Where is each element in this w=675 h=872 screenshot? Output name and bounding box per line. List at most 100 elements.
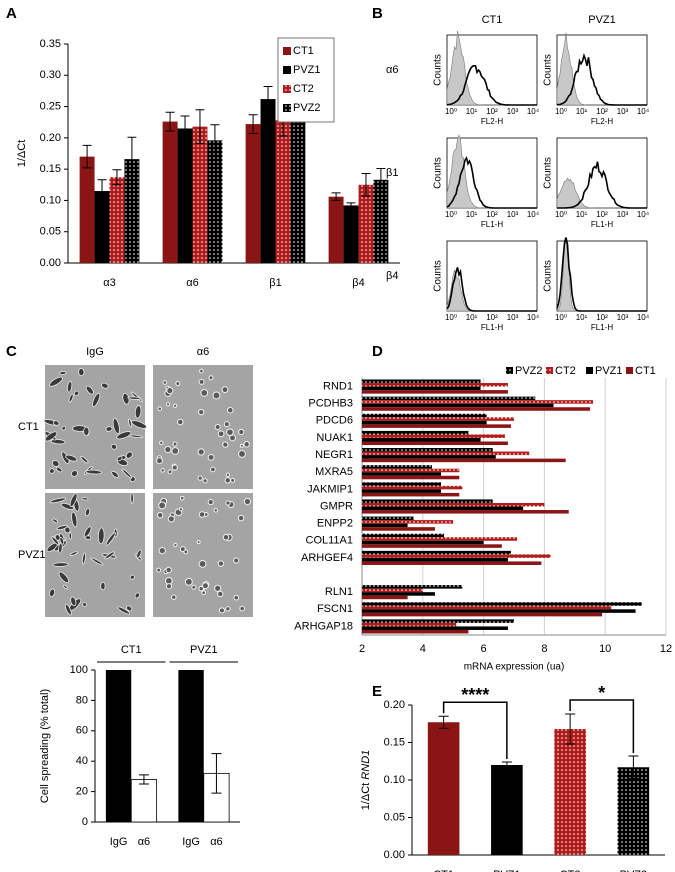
cell — [199, 368, 204, 374]
error-bar — [501, 761, 512, 769]
panel-label: D — [372, 343, 383, 360]
cell — [70, 551, 78, 556]
y-axis-label: 1/ΔCt — [16, 140, 28, 168]
cell — [158, 547, 166, 555]
legend-label: CT1 — [635, 365, 656, 377]
cell — [198, 378, 205, 385]
cell — [172, 403, 178, 408]
significance-bracket — [569, 699, 635, 753]
cell — [85, 535, 92, 540]
error-bar — [361, 173, 371, 197]
y-axis-label-text: 1/ΔCt — [16, 140, 28, 168]
cell — [55, 466, 63, 473]
legend-label: PVZ1 — [595, 365, 623, 377]
bar — [207, 140, 223, 263]
x-tick-label: 10³ — [507, 313, 519, 322]
bar — [362, 390, 508, 394]
bar — [362, 430, 469, 435]
x-tick-label: 2 — [359, 643, 365, 655]
bar — [260, 99, 276, 263]
cell — [207, 499, 214, 506]
cell — [81, 552, 86, 565]
cell — [100, 581, 106, 591]
axis-label: Counts — [543, 260, 554, 292]
micrograph — [153, 365, 253, 489]
error-bar — [331, 192, 341, 201]
x-tick-label: α3 — [103, 277, 115, 289]
cell — [243, 497, 252, 506]
cell — [213, 507, 219, 513]
bar — [362, 413, 487, 418]
x-tick-label: 10³ — [507, 107, 519, 116]
cell — [172, 441, 178, 447]
cell — [208, 375, 214, 381]
cell — [110, 443, 118, 450]
significance-label: **** — [461, 685, 489, 705]
cell — [165, 402, 171, 407]
bar — [362, 451, 530, 456]
axis-label: Counts — [543, 157, 554, 189]
cell — [80, 455, 89, 464]
cell — [70, 596, 77, 607]
error-bar — [97, 179, 107, 203]
cell — [198, 559, 207, 568]
x-tick-label: 10⁰ — [445, 313, 457, 322]
y-tick-label: MXRA5 — [315, 466, 353, 478]
cell — [171, 594, 177, 600]
y-tick-label: 0.15 — [40, 163, 61, 175]
y-tick-label: 0.10 — [384, 774, 405, 786]
x-tick-label: 10¹ — [466, 313, 478, 322]
x-tick-label: PVZ2 — [620, 869, 648, 872]
x-tick-label: 10² — [486, 313, 498, 322]
bar-label: α6 — [210, 836, 222, 848]
cell — [198, 511, 206, 518]
micrograph — [45, 493, 145, 617]
row-label: CT1 — [18, 421, 39, 433]
x-tick-label: 8 — [541, 643, 547, 655]
significance-bracket — [442, 701, 508, 759]
column-header: PVZ1 — [588, 14, 616, 26]
y-tick-label: 0.20 — [384, 699, 405, 711]
bar — [362, 520, 454, 524]
cell — [131, 420, 147, 429]
cell — [67, 380, 73, 393]
micrograph — [45, 365, 145, 489]
legend-swatch — [283, 66, 291, 74]
bar — [362, 609, 636, 613]
error-bar — [195, 109, 205, 144]
legend-swatch — [586, 367, 593, 374]
cell — [167, 515, 175, 523]
x-tick-label: 4 — [420, 643, 426, 655]
cell — [49, 468, 55, 474]
bar — [362, 585, 463, 589]
cell — [198, 585, 204, 592]
error-bar — [210, 124, 220, 157]
bar — [362, 400, 594, 404]
cell — [128, 434, 144, 438]
cell — [126, 605, 133, 612]
cell — [56, 525, 68, 531]
error-bar — [346, 202, 356, 209]
error-bar — [112, 169, 122, 186]
cell — [128, 418, 133, 428]
legend-label: PVZ1 — [293, 64, 321, 76]
cell — [159, 440, 164, 446]
bar — [178, 670, 204, 822]
x-tick-label: 10⁰ — [445, 107, 457, 116]
cell — [173, 542, 178, 548]
error-bar — [438, 715, 449, 729]
bar — [362, 420, 487, 425]
error-bar — [180, 115, 190, 142]
cell — [49, 376, 64, 387]
y-tick-label: 20 — [76, 786, 88, 798]
x-tick-label: 10⁴ — [527, 210, 540, 219]
error-bar — [138, 774, 149, 785]
cell — [222, 534, 230, 541]
cell — [198, 408, 205, 416]
x-tick-label: 10⁴ — [637, 313, 650, 322]
y-axis-label-gene: RND1 — [360, 750, 372, 780]
bar — [177, 128, 193, 263]
x-tick-label: 10¹ — [466, 210, 478, 219]
cell — [90, 557, 104, 566]
